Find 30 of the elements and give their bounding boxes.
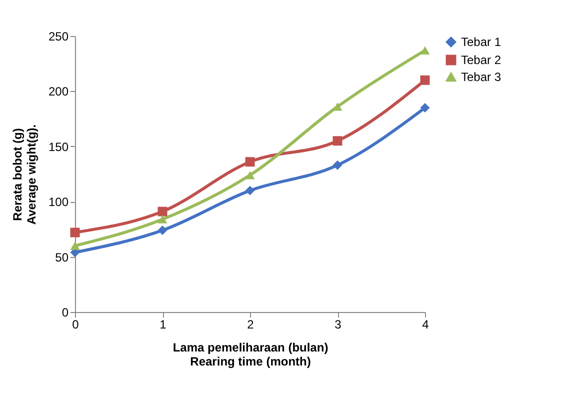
legend-label: Tebar 2 [461,53,502,67]
point [332,136,342,146]
y-tick-label: 0 [62,306,69,320]
point [245,186,255,196]
y-tick-label: 50 [55,250,69,264]
x-tick-label: 0 [72,318,80,332]
point [158,206,168,216]
point [158,226,168,236]
point [420,46,430,54]
x-axis-title: Lama pemeliharaan (bulan) Rearing time (month) [172,340,328,368]
y-tick-label: 100 [48,195,69,210]
point [70,242,80,250]
x-tick-label: 2 [247,318,254,332]
point [158,215,168,224]
x-tick-label: 3 [334,318,342,332]
x-tick-label: 1 [160,318,167,332]
point [332,160,342,170]
x-tick-label: 4 [422,318,430,332]
point [70,228,80,238]
legend-label: Tebar 1 [461,35,502,49]
point [420,103,430,113]
point [332,102,342,111]
point [245,170,255,180]
y-tick-label: 250 [48,30,69,44]
y-tick-label: 150 [48,140,69,154]
point [245,157,255,167]
y-tick-label: 200 [48,84,69,99]
point [420,75,430,85]
legend-label: Tebar 3 [461,70,502,84]
y-axis-title: Rerata bobot (g) Average wight(g). [10,124,38,225]
